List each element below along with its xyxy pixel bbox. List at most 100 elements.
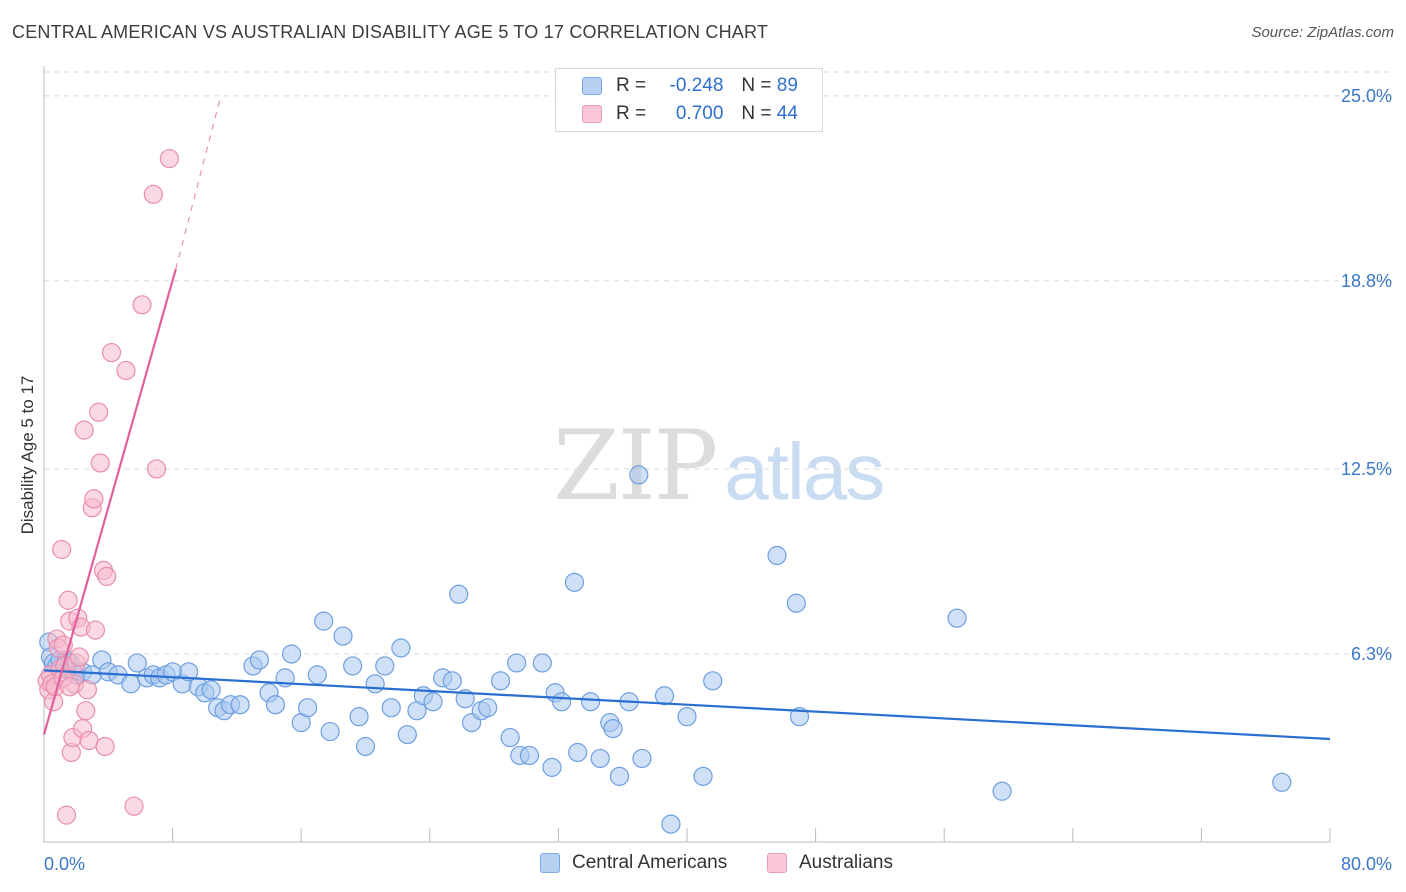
central-americans-point: [677, 707, 697, 727]
y-tick-label: 12.5%: [1341, 459, 1392, 479]
source-label: Source: ZipAtlas.com: [1251, 24, 1394, 41]
correlation-legend: R = -0.248 N = 89 R = 0.700 N = 44: [555, 68, 823, 132]
central-americans-point: [201, 680, 221, 700]
legend-n-value: 44: [776, 103, 798, 124]
central-americans-point: [320, 721, 340, 742]
australians-point: [79, 730, 99, 751]
australians-point: [95, 736, 115, 757]
central-americans-point: [455, 689, 475, 709]
central-americans-point: [375, 656, 395, 676]
australians-point: [58, 590, 78, 610]
x-tick-label: 80.0%: [1341, 854, 1392, 874]
central-americans-point: [786, 593, 806, 613]
legend-row-australians: R = 0.700 N = 44: [582, 101, 798, 127]
australians-point: [76, 701, 96, 721]
australians-point: [89, 402, 109, 422]
bottom-legend-label: Central Americans: [572, 852, 728, 873]
central-americans-point: [568, 742, 588, 763]
central-americans-point: [519, 745, 540, 766]
y-tick-label: 18.8%: [1341, 271, 1392, 291]
central-americans-point: [478, 698, 498, 718]
legend-swatch-pink: [582, 105, 602, 123]
legend-r-label: R =: [616, 75, 647, 96]
x-tick-label: 0.0%: [44, 854, 85, 874]
legend-r-value: 0.700: [675, 103, 724, 124]
central-americans-point: [490, 671, 511, 691]
central-americans-trend-line: [43, 669, 1331, 741]
central-americans-point: [391, 638, 411, 658]
central-americans-point: [127, 653, 147, 673]
legend-r-value: -0.248: [669, 75, 724, 96]
legend-r-label: R =: [616, 103, 647, 124]
central-americans-point: [703, 671, 723, 691]
central-americans-point: [307, 665, 327, 685]
central-americans-point: [265, 695, 286, 715]
central-americans-point: [693, 766, 713, 786]
australians-point: [97, 566, 117, 586]
australians-point: [84, 489, 104, 509]
australians-point: [90, 453, 110, 473]
central-americans-point: [397, 724, 417, 745]
y-tick-label: 6.3%: [1351, 644, 1392, 664]
central-americans-point: [179, 662, 199, 682]
y-tick-label: 25.0%: [1341, 86, 1392, 106]
australians-point: [116, 360, 136, 381]
central-americans-point: [789, 707, 810, 727]
australians-point: [60, 677, 80, 697]
central-americans-point: [580, 692, 601, 712]
australians-point: [132, 295, 152, 315]
australians-point: [52, 539, 72, 560]
central-americans-point: [381, 698, 401, 718]
central-americans-point: [992, 781, 1012, 801]
bottom-legend-label: Australians: [799, 852, 893, 873]
australians-point: [74, 420, 94, 440]
bottom-legend-australians: Australians: [767, 852, 893, 874]
central-americans-point: [661, 814, 681, 834]
central-americans-point: [249, 650, 270, 670]
bottom-legend-central-americans: Central Americans: [540, 852, 727, 874]
legend-n-label: N =: [741, 103, 772, 124]
legend-row-central-americans: R = -0.248 N = 89: [582, 73, 798, 99]
chart-title: CENTRAL AMERICAN VS AUSTRALIAN DISABILIT…: [12, 22, 769, 42]
central-americans-point: [298, 698, 318, 718]
central-americans-point: [355, 736, 376, 757]
central-americans-point: [314, 611, 334, 631]
australians-point: [85, 620, 106, 640]
australians-point: [159, 148, 179, 169]
central-americans-point: [542, 757, 562, 777]
central-americans-point: [333, 626, 353, 646]
central-americans-point: [947, 608, 967, 628]
central-americans-point: [449, 584, 469, 604]
central-americans-point: [564, 572, 585, 592]
central-americans-point: [230, 695, 250, 715]
australians-point: [101, 342, 122, 363]
bottom-legend-swatch-blue: [540, 853, 560, 873]
central-americans-point: [1272, 772, 1292, 792]
legend-swatch-blue: [582, 77, 602, 95]
australians-trend-line: [42, 268, 177, 735]
central-americans-point: [590, 748, 610, 769]
legend-n-value: 89: [776, 75, 798, 96]
central-americans-point: [609, 766, 630, 786]
australians-point: [77, 680, 98, 700]
central-americans-point: [632, 748, 652, 769]
australians-trend-extension: [175, 95, 222, 270]
australians-point: [56, 805, 77, 825]
central-americans-point: [423, 692, 443, 712]
australians-point: [146, 459, 167, 479]
legend-n-label: N =: [741, 75, 772, 96]
central-americans-point: [281, 644, 302, 664]
central-americans-point: [532, 653, 552, 673]
central-americans-point: [654, 686, 675, 706]
bottom-legend-swatch-pink: [767, 853, 787, 873]
central-americans-point: [349, 707, 369, 727]
central-americans-point: [365, 674, 385, 694]
australians-point: [69, 647, 89, 667]
central-americans-point: [552, 692, 572, 712]
central-americans-point: [500, 727, 520, 748]
central-americans-point: [629, 465, 649, 485]
central-americans-point: [603, 718, 623, 739]
central-americans-point: [121, 674, 141, 694]
central-americans-point: [507, 653, 527, 673]
